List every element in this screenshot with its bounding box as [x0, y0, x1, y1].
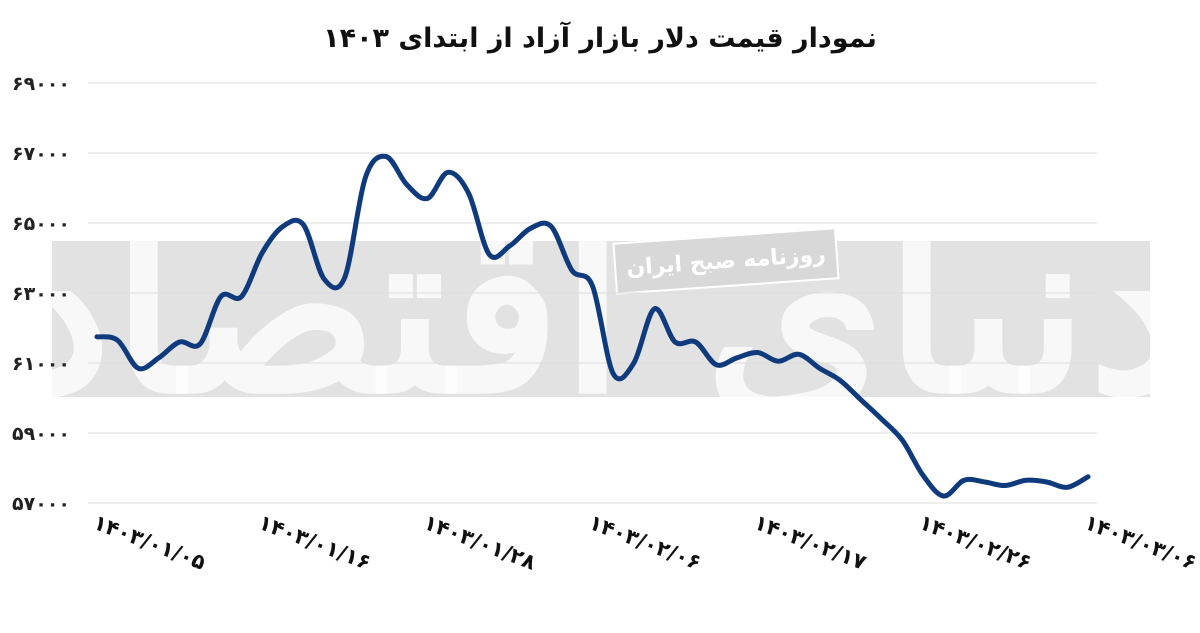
y-tick-label: ۶۵۰۰۰	[12, 213, 70, 235]
x-tick-label: ۱۴۰۳/۰۳/۰۶	[1081, 510, 1200, 575]
series-group	[94, 153, 1091, 499]
y-tick-label: ۶۱۰۰۰	[12, 353, 70, 375]
grid	[88, 82, 1097, 504]
x-tick-label: ۱۴۰۳/۰۱/۰۵	[90, 510, 209, 575]
y-axis: ۵۷۰۰۰ ۵۹۰۰۰ ۶۱۰۰۰ ۶۳۰۰۰ ۶۵۰۰۰ ۶۷۰۰۰ ۶۹۰۰۰	[12, 73, 70, 515]
y-tick-label: ۶۳۰۰۰	[12, 283, 70, 305]
series-line	[94, 153, 1091, 499]
x-axis: ۱۴۰۳/۰۱/۰۵ ۱۴۰۳/۰۱/۱۶ ۱۴۰۳/۰۱/۲۸ ۱۴۰۳/۰۲/۰۶…	[90, 510, 1200, 575]
y-tick-label: ۶۷۰۰۰	[12, 143, 70, 165]
y-tick-label: ۵۷۰۰۰	[12, 493, 70, 515]
chart-title: نمودار قیمت دلار بازار آزاد از ابتدای ۱۴…	[323, 21, 877, 54]
x-tick-label: ۱۴۰۳/۰۲/۰۶	[586, 510, 705, 575]
y-tick-label: ۵۹۰۰۰	[12, 423, 70, 445]
watermark-banner-box	[612, 227, 840, 295]
x-tick-label: ۱۴۰۳/۰۲/۲۶	[916, 510, 1035, 575]
watermark-banner: روزنامه صبح ایران	[612, 227, 840, 295]
y-tick-label: ۶۹۰۰۰	[12, 73, 70, 95]
x-tick-label: ۱۴۰۳/۰۱/۱۶	[255, 510, 374, 575]
x-tick-label: ۱۴۰۳/۰۲/۱۷	[751, 510, 870, 575]
x-tick-label: ۱۴۰۳/۰۱/۲۸	[421, 510, 540, 575]
